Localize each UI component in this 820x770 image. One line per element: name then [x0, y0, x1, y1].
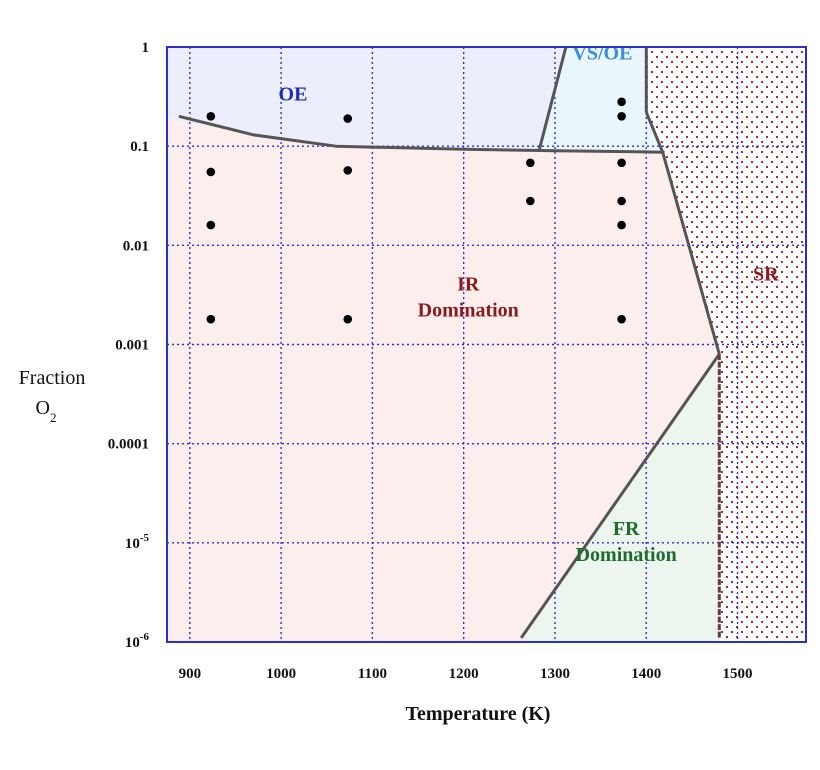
region-label-line: Domination — [418, 300, 519, 322]
y-tick-exponent: -5 — [140, 532, 150, 544]
region-label-line: VS/OE — [572, 42, 632, 64]
y-axis-title-subscript: 2 — [50, 410, 57, 425]
region-label-fr: FR Domination — [576, 518, 677, 566]
data-point — [617, 314, 626, 324]
y-tick-label: 0.001 — [115, 338, 149, 354]
sr-upper-boundary — [644, 111, 721, 355]
x-tick-label: 1100 — [358, 666, 387, 682]
y-tick-label: 10-5 — [125, 532, 150, 552]
x-tick-label: 1300 — [540, 666, 570, 682]
y-tick-label: 0.01 — [123, 238, 149, 254]
y-axis-title-o: O — [36, 397, 50, 419]
fr-boundary — [519, 353, 721, 639]
y-tick-label: 10-6 — [125, 631, 150, 651]
y-axis-title-line2: O2 — [36, 397, 57, 425]
y-tick-label: 1 — [142, 40, 150, 56]
data-point — [206, 167, 216, 177]
data-point — [343, 314, 353, 324]
y-tick-exponent: -6 — [140, 631, 150, 643]
x-tick-label: 1000 — [266, 666, 296, 682]
upper-boundary — [178, 114, 665, 154]
data-point — [526, 196, 535, 206]
region-label-vsoe: VS/OE — [572, 42, 632, 64]
sr-region-fill — [646, 47, 806, 642]
x-tick-label: 1400 — [631, 666, 661, 682]
data-point — [526, 158, 535, 168]
y-tick-label: 0.0001 — [108, 437, 149, 453]
data-point — [206, 220, 216, 230]
region-label-line: Domination — [576, 544, 677, 566]
region-label-line: SR — [753, 264, 779, 286]
x-axis-title: Temperature (K) — [406, 703, 551, 725]
data-point — [617, 196, 626, 206]
data-point — [617, 97, 626, 107]
region-label-oe: OE — [279, 83, 308, 105]
plot-frame — [166, 46, 807, 643]
data-point — [343, 166, 353, 175]
oe-region-fill — [167, 47, 566, 150]
region-label-line: IR — [457, 274, 480, 296]
y-tick-label: 0.1 — [130, 139, 149, 155]
data-point — [617, 220, 626, 230]
x-tick-label: 1500 — [723, 666, 753, 682]
y-tick-base: 10 — [125, 635, 140, 651]
vsoe-region-fill — [539, 47, 663, 153]
data-point — [343, 114, 353, 123]
x-tick-label: 1200 — [449, 666, 479, 682]
x-tick-label: 900 — [179, 666, 202, 682]
x-tick-labels: 900 1000 1100 1200 1300 1400 1500 — [179, 666, 753, 682]
y-tick-base: 10 — [125, 536, 140, 552]
data-point — [206, 112, 216, 121]
data-point — [617, 158, 626, 168]
points-layer — [206, 97, 626, 324]
boundary-layer — [178, 47, 721, 639]
data-point — [206, 314, 216, 324]
region-label-line: OE — [279, 83, 308, 105]
region-label-ir: IR Domination — [418, 274, 519, 322]
y-axis-title: Fraction — [19, 367, 86, 389]
region-label-sr: SR — [753, 264, 779, 286]
vsoe-left-boundary — [537, 47, 568, 150]
data-point — [617, 112, 626, 121]
region-label-line: FR — [613, 518, 640, 540]
